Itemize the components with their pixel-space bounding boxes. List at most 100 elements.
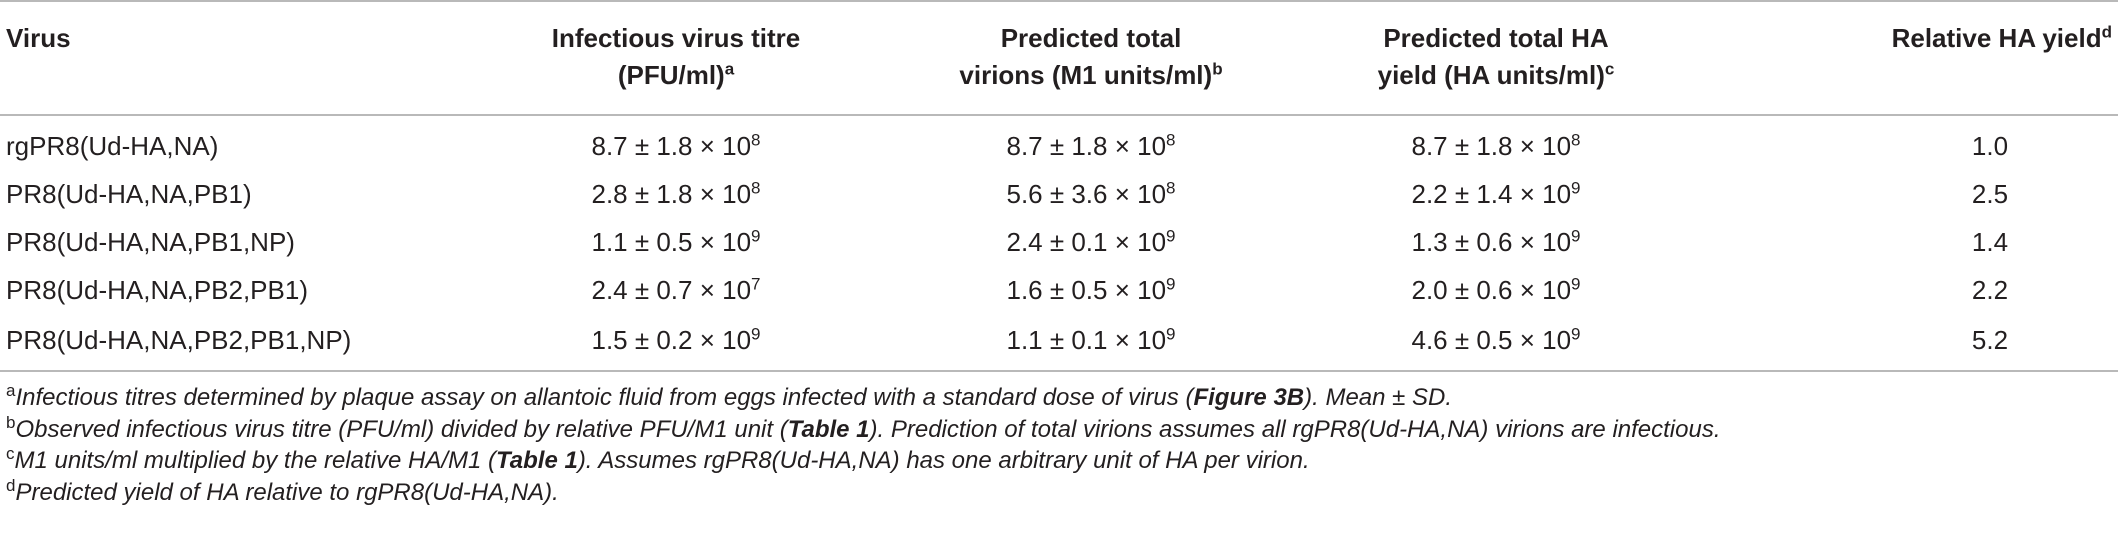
cell-virus: rgPR8(Ud-HA,NA) <box>6 130 219 161</box>
cell-relative: 2.5 <box>1971 178 2009 209</box>
cell-virions-value: 1.6 ± 0.5 × 10 <box>1006 274 1167 305</box>
cell-ha-yield: 1.3 ± 0.6 × 109 <box>1296 218 1696 266</box>
cell-relative: 1.0 <box>1971 130 2009 161</box>
footnote-d-text: Predicted yield of HA relative to rgPR8(… <box>15 478 559 506</box>
footnote-c: cM1 units/ml multiplied by the relative … <box>6 445 2106 477</box>
footnote-a-text: Infectious titres determined by plaque a… <box>15 384 1194 411</box>
cell-ha-value: 2.0 ± 0.6 × 10 <box>1411 274 1572 305</box>
cell-titre-exponent: 8 <box>751 177 761 197</box>
header-relative-ha-yield: Relative HA yieldd <box>1696 0 2118 116</box>
header-titre-line2: (PFU/ml) <box>617 60 725 90</box>
cell-virions-value: 8.7 ± 1.8 × 10 <box>1006 130 1167 161</box>
cell-ha-yield: 8.7 ± 1.8 × 108 <box>1296 115 1696 170</box>
footnote-a-mark: a <box>6 381 16 400</box>
table-row: PR8(Ud-HA,NA,PB1) 2.8 ± 1.8 × 108 5.6 ± … <box>0 170 2118 218</box>
cell-virions-exponent: 9 <box>1166 323 1176 343</box>
table-row: PR8(Ud-HA,NA,PB2,PB1,NP) 1.5 ± 0.2 × 109… <box>0 314 2118 372</box>
cell-virus: PR8(Ud-HA,NA,PB1) <box>6 178 252 209</box>
cell-virus: PR8(Ud-HA,NA,PB2,PB1,NP) <box>0 314 466 372</box>
header-virus-label: Virus <box>6 23 71 53</box>
header-row: Virus Infectious virus titre (PFU/ml)a P… <box>0 0 2118 116</box>
cell-ha-value: 1.3 ± 0.6 × 10 <box>1411 226 1572 257</box>
cell-titre: 2.8 ± 1.8 × 108 <box>466 170 886 218</box>
cell-virus: PR8(Ud-HA,NA,PB1,NP) <box>6 226 295 257</box>
cell-titre: 2.4 ± 0.7 × 107 <box>466 266 886 314</box>
results-table-container: Virus Infectious virus titre (PFU/ml)a P… <box>0 0 2118 372</box>
cell-virions: 8.7 ± 1.8 × 108 <box>886 115 1296 170</box>
cell-titre: 8.7 ± 1.8 × 108 <box>466 115 886 170</box>
footnote-a-figure-ref[interactable]: Figure 3B <box>1193 384 1305 411</box>
cell-ha-yield: 4.6 ± 0.5 × 109 <box>1296 314 1696 372</box>
cell-titre: 1.1 ± 0.5 × 109 <box>466 218 886 266</box>
cell-titre-value: 8.7 ± 1.8 × 10 <box>591 130 752 161</box>
cell-virions: 2.4 ± 0.1 × 109 <box>886 218 1296 266</box>
cell-virions-exponent: 9 <box>1166 225 1176 245</box>
footnote-d: dPredicted yield of HA relative to rgPR8… <box>6 477 2106 509</box>
header-titre-footnote-mark: a <box>724 59 735 79</box>
cell-virions-exponent: 8 <box>1166 129 1176 149</box>
header-virions-line2: virions (M1 units/ml) <box>959 60 1213 90</box>
cell-relative: 1.4 <box>1971 226 2009 257</box>
cell-virions-value: 2.4 ± 0.1 × 10 <box>1006 226 1167 257</box>
footnote-a-text-end: ). Mean ± SD. <box>1304 384 1453 411</box>
header-ha-yield-line1: Predicted total HA <box>1383 23 1609 53</box>
table-row: PR8(Ud-HA,NA,PB1,NP) 1.1 ± 0.5 × 109 2.4… <box>0 218 2118 266</box>
cell-virus: PR8(Ud-HA,NA,PB2,PB1) <box>6 274 308 305</box>
cell-ha-yield: 2.0 ± 0.6 × 109 <box>1296 266 1696 314</box>
cell-ha-exponent: 9 <box>1571 323 1581 343</box>
cell-virions: 1.1 ± 0.1 × 109 <box>886 314 1296 372</box>
virus-yield-table: Virus Infectious virus titre (PFU/ml)a P… <box>0 0 2118 372</box>
table-footnotes: aInfectious titres determined by plaque … <box>6 382 2106 508</box>
header-relative-label: Relative HA yield <box>1891 23 2102 53</box>
header-titre: Infectious virus titre (PFU/ml)a <box>466 0 886 116</box>
cell-relative: 2.2 <box>1971 274 2009 305</box>
cell-titre-exponent: 7 <box>751 273 761 293</box>
footnote-b-table-ref[interactable]: Table 1 <box>787 415 870 443</box>
header-virus: Virus <box>0 0 466 116</box>
cell-ha-value: 8.7 ± 1.8 × 10 <box>1411 130 1572 161</box>
footnote-c-text: M1 units/ml multiplied by the relative H… <box>14 447 497 474</box>
header-ha-yield-footnote-mark: c <box>1604 59 1615 79</box>
cell-virions-value: 5.6 ± 3.6 × 10 <box>1006 178 1167 209</box>
cell-titre: 1.5 ± 0.2 × 109 <box>466 314 886 372</box>
cell-titre-exponent: 9 <box>751 225 761 245</box>
cell-ha-exponent: 8 <box>1571 129 1581 149</box>
cell-virions: 1.6 ± 0.5 × 109 <box>886 266 1296 314</box>
cell-virions-value: 1.1 ± 0.1 × 10 <box>1006 324 1167 355</box>
header-virions-line1: Predicted total <box>1000 23 1182 53</box>
cell-ha-value: 2.2 ± 1.4 × 10 <box>1411 178 1572 209</box>
footnote-b-text: Observed infectious virus titre (PFU/ml)… <box>15 415 788 443</box>
table-body: rgPR8(Ud-HA,NA) 8.7 ± 1.8 × 108 8.7 ± 1.… <box>0 115 2118 372</box>
cell-ha-yield: 2.2 ± 1.4 × 109 <box>1296 170 1696 218</box>
footnote-d-mark: d <box>6 475 16 495</box>
header-virions-footnote-mark: b <box>1212 59 1223 79</box>
cell-ha-exponent: 9 <box>1571 177 1581 197</box>
footnote-b-mark: b <box>6 412 16 432</box>
cell-virions-exponent: 9 <box>1166 273 1176 293</box>
cell-virions: 5.6 ± 3.6 × 108 <box>886 170 1296 218</box>
cell-titre-value: 1.5 ± 0.2 × 10 <box>591 324 752 355</box>
table-header: Virus Infectious virus titre (PFU/ml)a P… <box>0 0 2118 116</box>
footnote-b-text-end: ). Prediction of total virions assumes a… <box>869 415 1721 443</box>
footnote-c-mark: c <box>6 444 15 463</box>
cell-titre-exponent: 8 <box>751 129 761 149</box>
header-relative-footnote-mark: d <box>2101 22 2112 42</box>
cell-ha-exponent: 9 <box>1571 225 1581 245</box>
header-titre-line1: Infectious virus titre <box>551 23 801 53</box>
cell-ha-value: 4.6 ± 0.5 × 10 <box>1411 324 1572 355</box>
header-virions: Predicted total virions (M1 units/ml)b <box>886 0 1296 116</box>
cell-virions-exponent: 8 <box>1166 177 1176 197</box>
footnote-c-text-end: ). Assumes rgPR8(Ud-HA,NA) has one arbit… <box>577 447 1310 474</box>
cell-relative: 5.2 <box>1696 314 2118 372</box>
cell-titre-value: 1.1 ± 0.5 × 10 <box>591 226 752 257</box>
footnote-b: bObserved infectious virus titre (PFU/ml… <box>6 414 2106 446</box>
cell-titre-value: 2.4 ± 0.7 × 10 <box>591 274 752 305</box>
table-row: rgPR8(Ud-HA,NA) 8.7 ± 1.8 × 108 8.7 ± 1.… <box>0 115 2118 170</box>
cell-titre-value: 2.8 ± 1.8 × 10 <box>591 178 752 209</box>
cell-ha-exponent: 9 <box>1571 273 1581 293</box>
header-ha-yield: Predicted total HA yield (HA units/ml)c <box>1296 0 1696 116</box>
header-ha-yield-line2: yield (HA units/ml) <box>1377 60 1605 90</box>
footnote-c-table-ref[interactable]: Table 1 <box>496 447 578 474</box>
cell-titre-exponent: 9 <box>751 323 761 343</box>
footnote-a: aInfectious titres determined by plaque … <box>6 382 2106 414</box>
